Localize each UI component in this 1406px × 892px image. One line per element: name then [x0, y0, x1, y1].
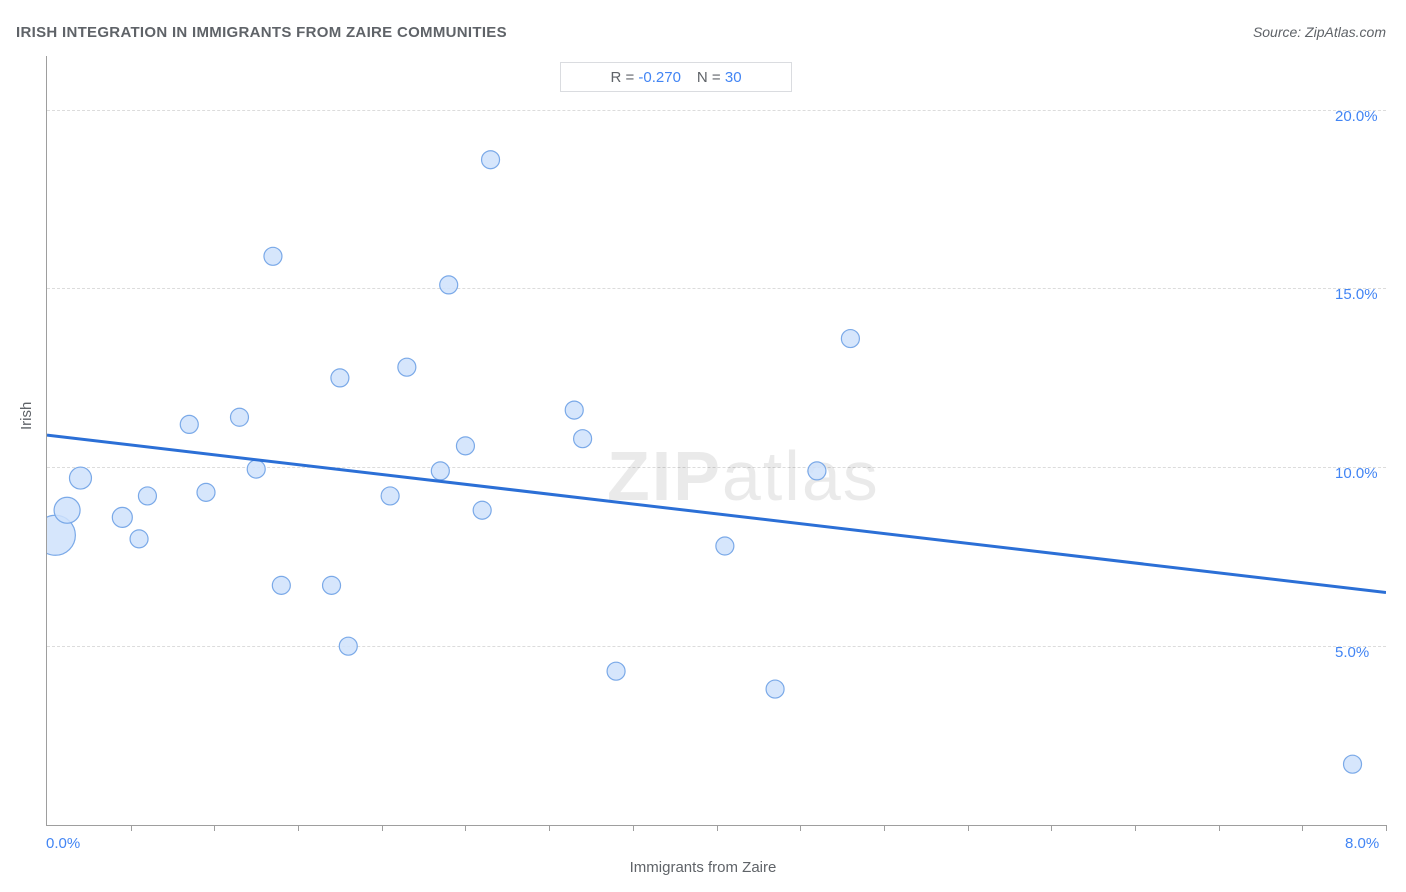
scatter-point — [264, 247, 282, 265]
x-tick — [717, 825, 718, 831]
scatter-point — [440, 276, 458, 294]
scatter-point — [180, 415, 198, 433]
x-tick — [549, 825, 550, 831]
scatter-point — [69, 467, 91, 489]
trend-line — [47, 435, 1386, 592]
scatter-point — [766, 680, 784, 698]
scatter-point — [607, 662, 625, 680]
x-tick — [633, 825, 634, 831]
scatter-point — [197, 483, 215, 501]
scatter-point — [431, 462, 449, 480]
x-tick — [131, 825, 132, 831]
scatter-point — [574, 430, 592, 448]
x-tick — [1302, 825, 1303, 831]
plot-area: ZIPatlas — [46, 56, 1386, 826]
y-axis-label: Irish — [18, 402, 35, 430]
scatter-layer — [47, 56, 1386, 825]
scatter-point — [565, 401, 583, 419]
scatter-point — [138, 487, 156, 505]
x-tick — [214, 825, 215, 831]
scatter-point — [716, 537, 734, 555]
stats-box: R = -0.270 N = 30 — [560, 62, 792, 92]
scatter-point — [112, 507, 132, 527]
chart-title: IRISH INTEGRATION IN IMMIGRANTS FROM ZAI… — [16, 24, 507, 41]
x-axis-label: Immigrants from Zaire — [0, 859, 1406, 876]
x-tick — [1386, 825, 1387, 831]
source-attribution: Source: ZipAtlas.com — [1253, 24, 1386, 40]
x-tick — [1051, 825, 1052, 831]
scatter-point — [54, 497, 80, 523]
scatter-point — [230, 408, 248, 426]
scatter-point — [456, 437, 474, 455]
r-stat: R = -0.270 — [610, 69, 680, 86]
scatter-point — [1344, 755, 1362, 773]
x-tick — [968, 825, 969, 831]
scatter-point — [808, 462, 826, 480]
chart-container: IRISH INTEGRATION IN IMMIGRANTS FROM ZAI… — [0, 0, 1406, 892]
x-tick — [800, 825, 801, 831]
scatter-point — [482, 151, 500, 169]
x-tick — [382, 825, 383, 831]
scatter-point — [398, 358, 416, 376]
x-tick-label: 8.0% — [1345, 835, 1379, 852]
r-value: -0.270 — [638, 69, 681, 86]
scatter-point — [247, 460, 265, 478]
scatter-point — [331, 369, 349, 387]
x-tick — [1219, 825, 1220, 831]
scatter-point — [130, 530, 148, 548]
n-label: N = — [697, 69, 721, 86]
scatter-point — [339, 637, 357, 655]
x-tick-label: 0.0% — [46, 835, 80, 852]
scatter-point — [323, 576, 341, 594]
scatter-point — [381, 487, 399, 505]
x-tick — [298, 825, 299, 831]
x-tick — [1135, 825, 1136, 831]
n-value: 30 — [725, 69, 742, 86]
scatter-point — [841, 330, 859, 348]
scatter-point — [473, 501, 491, 519]
r-label: R = — [610, 69, 634, 86]
scatter-point — [272, 576, 290, 594]
x-tick — [465, 825, 466, 831]
x-tick — [884, 825, 885, 831]
n-stat: N = 30 — [697, 69, 742, 86]
